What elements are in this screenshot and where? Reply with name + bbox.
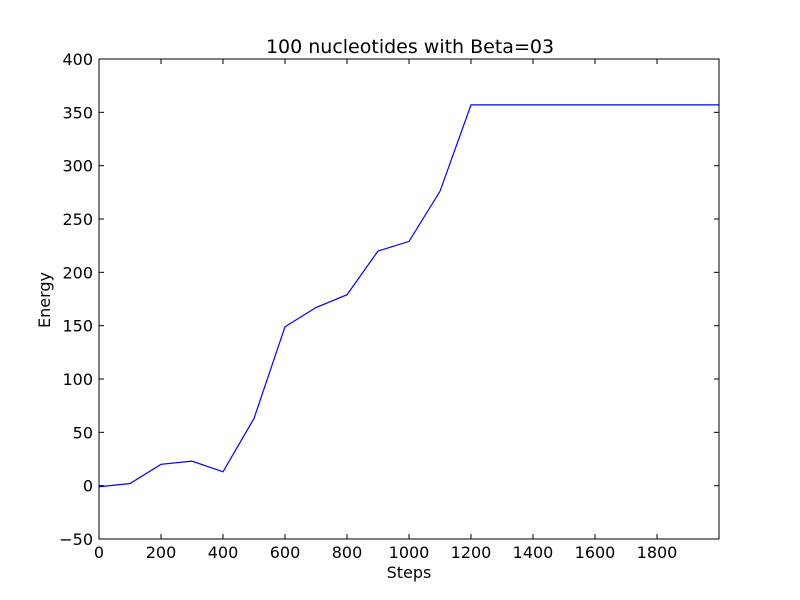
x-tick-label: 200 [146, 543, 177, 562]
y-tick-label: 100 [62, 370, 93, 389]
x-tick-label: 1200 [451, 543, 492, 562]
x-axis-label: Steps [387, 563, 432, 582]
y-axis-label: Energy [35, 272, 54, 328]
x-tick-label: 600 [270, 543, 301, 562]
y-tick-label: −50 [59, 530, 93, 549]
x-tick-label: 1800 [637, 543, 678, 562]
x-tick-label: 0 [94, 543, 104, 562]
y-tick-label: 0 [83, 477, 93, 496]
y-tick-label: 300 [62, 157, 93, 176]
y-tick-label: 200 [62, 263, 93, 282]
chart-title: 100 nucleotides with Beta=03 [266, 36, 554, 58]
ticks-layer: 0 200 400 600 800 1000 1200 1400 1600 1800−500501… [59, 50, 719, 562]
x-tick-label: 1400 [513, 543, 554, 562]
x-tick-label: 400 [208, 543, 239, 562]
y-tick-label: 150 [62, 317, 93, 336]
series-line-1 [98, 104, 719, 488]
y-tick-label: 250 [62, 210, 93, 229]
y-tick-label: 50 [73, 423, 93, 442]
x-tick-label: 800 [332, 543, 363, 562]
x-tick-label: 1000 [389, 543, 430, 562]
y-tick-label: 400 [62, 50, 93, 69]
axes-frame [98, 58, 720, 540]
series-layer [98, 104, 719, 488]
x-tick-label: 1600 [575, 543, 616, 562]
y-tick-label: 350 [62, 103, 93, 122]
